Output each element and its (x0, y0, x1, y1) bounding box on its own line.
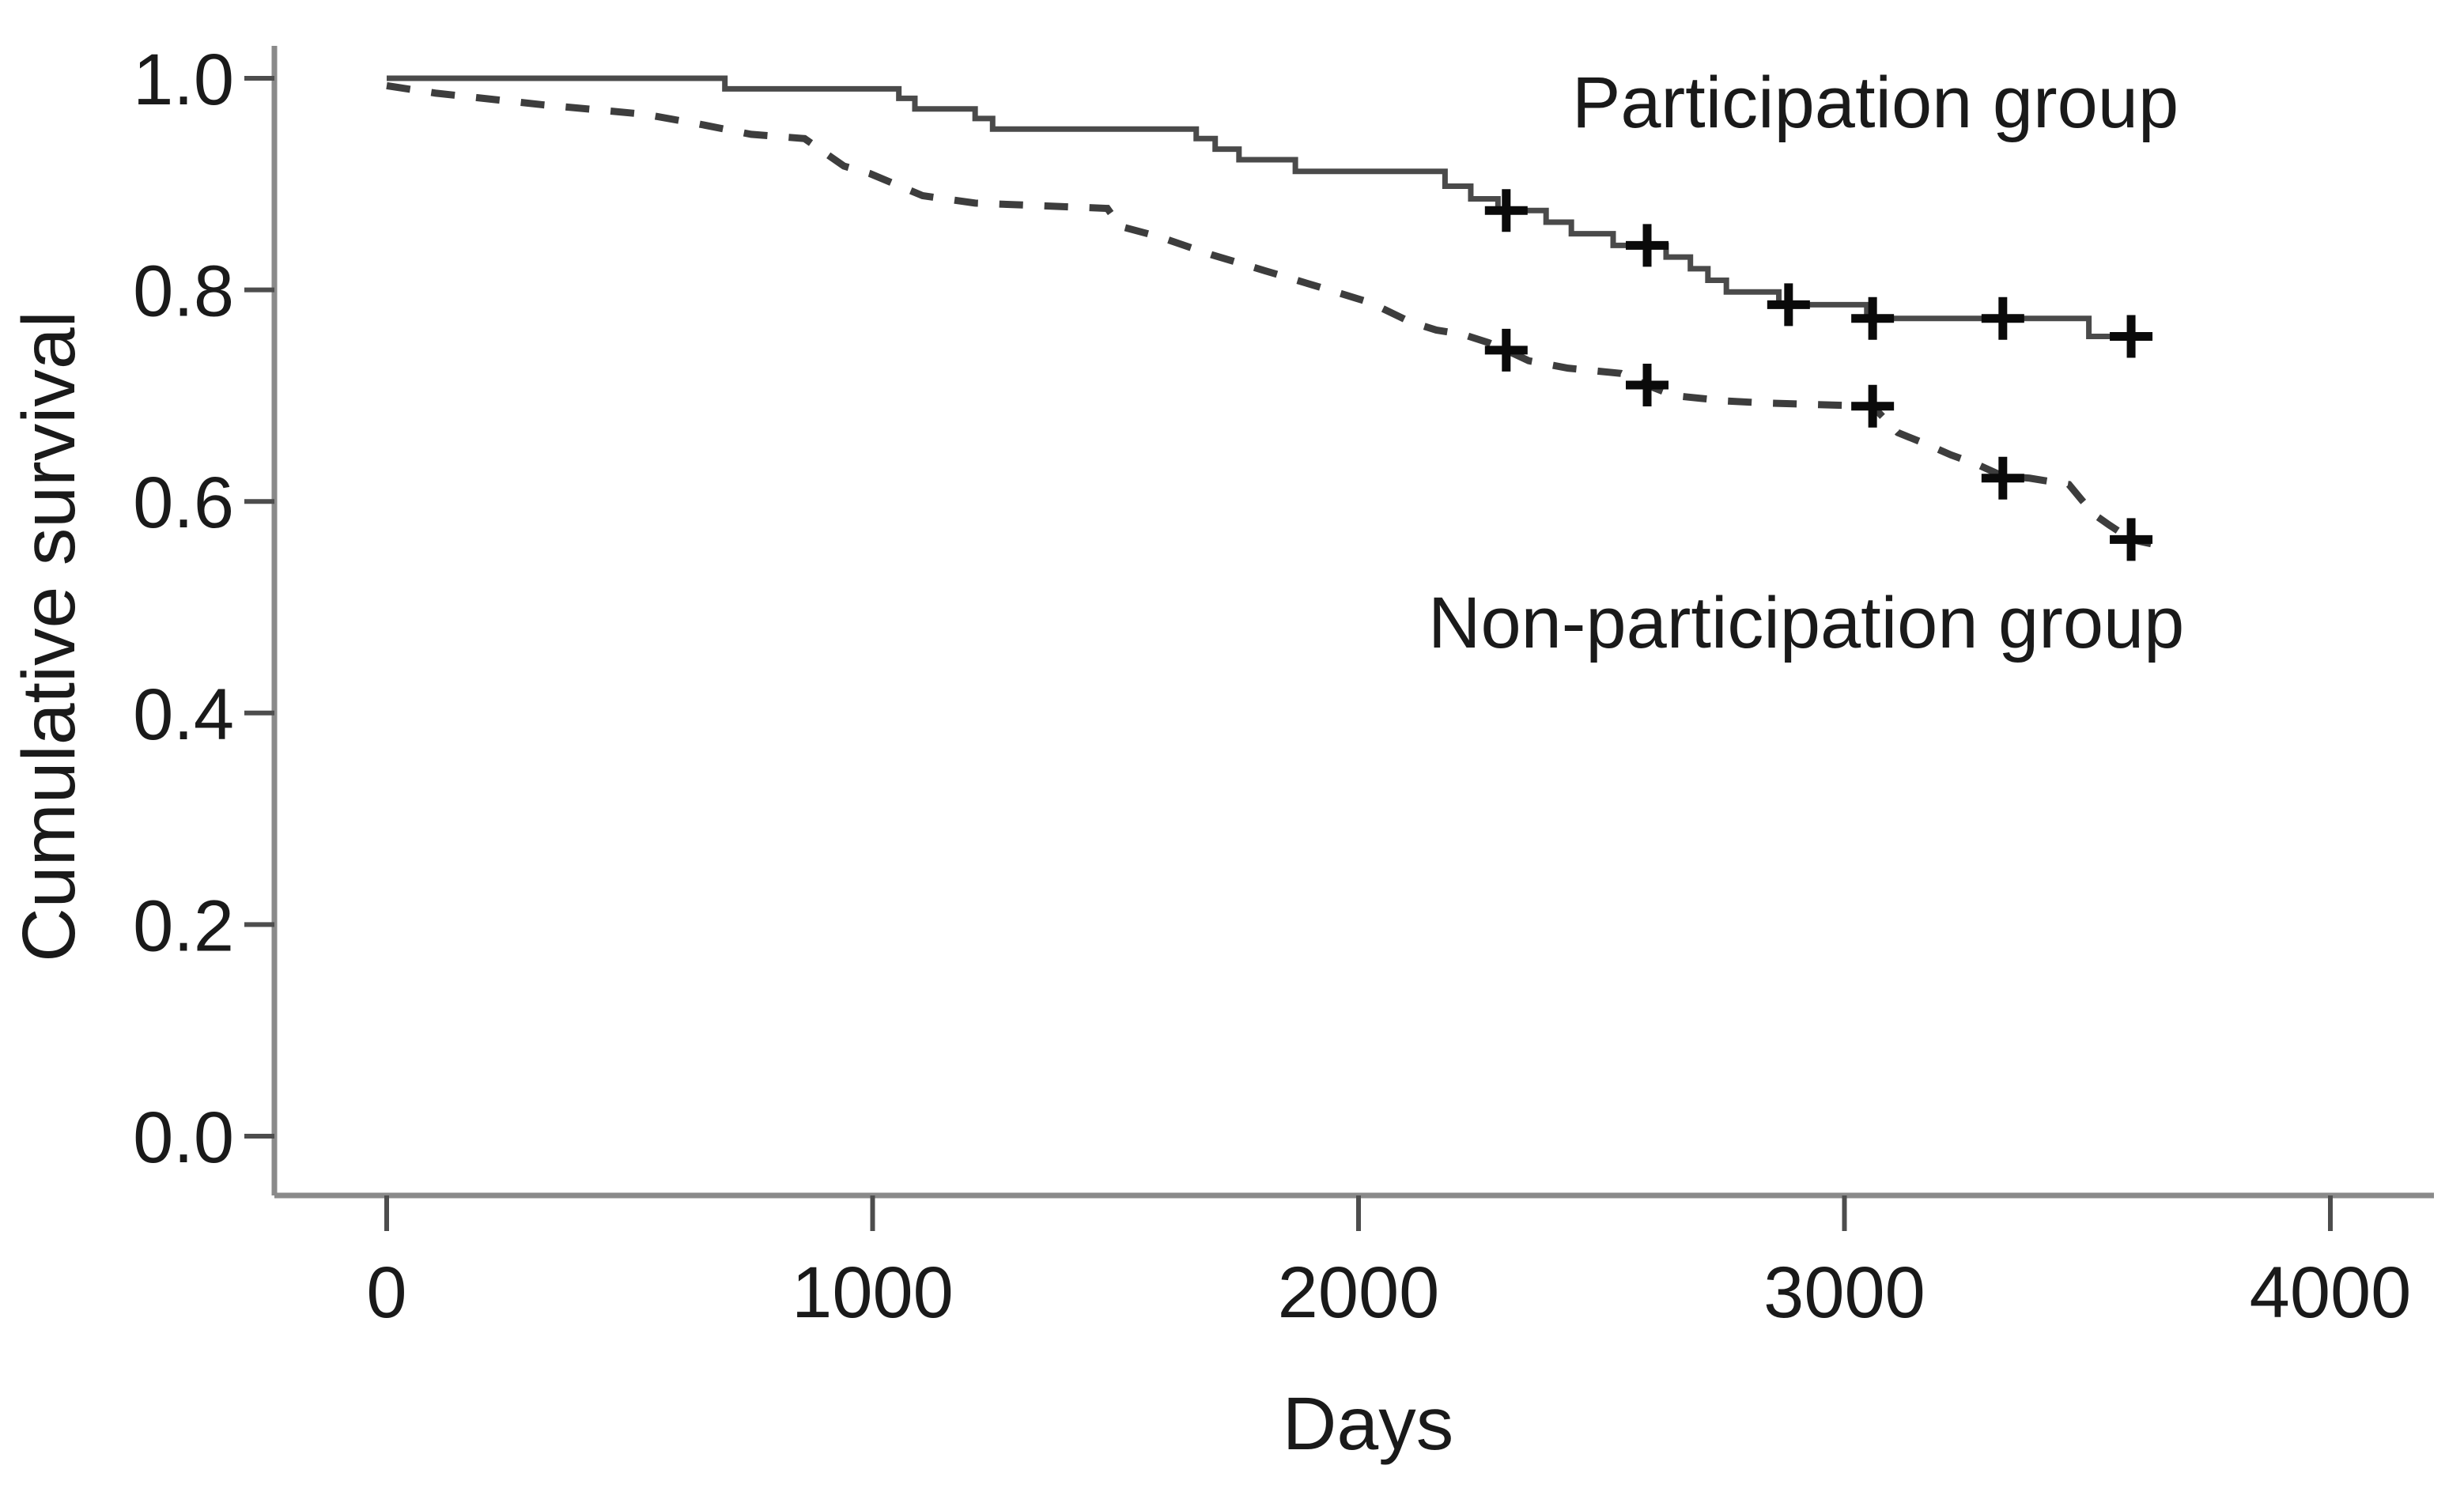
x-tick-label: 2000 (1278, 1252, 1440, 1333)
x-tick-label: 3000 (1763, 1252, 1925, 1333)
y-tick-label: 0.2 (133, 886, 234, 966)
x-axis-title: Days (1282, 1382, 1454, 1466)
survival-curve-participation (387, 75, 2152, 339)
series-label-non-participation-group: Non-participation group (1428, 583, 2185, 663)
x-tick-label: 1000 (792, 1252, 954, 1333)
y-tick-label: 0.6 (133, 463, 234, 543)
y-tick-label: 0.0 (133, 1097, 234, 1178)
x-tick-label: 0 (366, 1252, 406, 1333)
survival-curve-non-participation (386, 81, 2152, 548)
y-tick-label: 1.0 (133, 40, 234, 120)
x-tick-label: 4000 (2250, 1252, 2412, 1333)
series-label-participation-group: Participation group (1572, 62, 2179, 143)
y-axis-title: Cumulative survival (7, 311, 91, 962)
y-tick-label: 0.8 (133, 251, 234, 332)
y-tick-label: 0.4 (133, 674, 234, 755)
